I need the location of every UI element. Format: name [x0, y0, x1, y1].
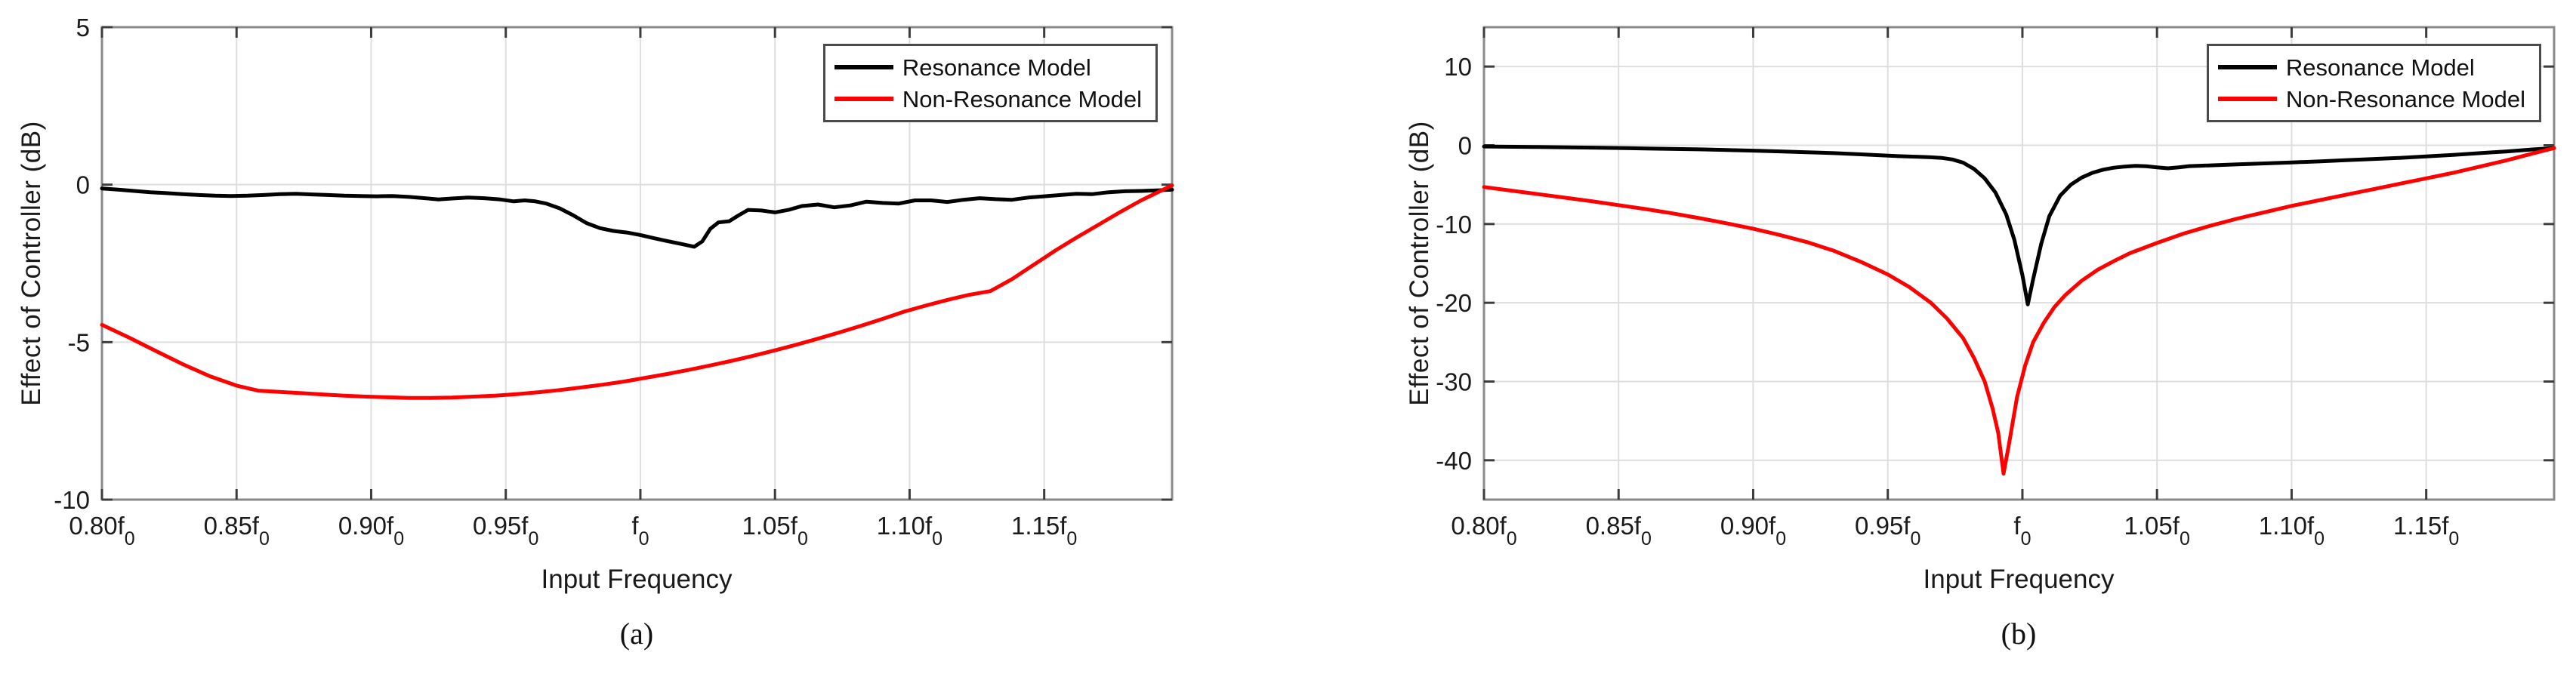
- non-resonance-model-line-b: [1482, 146, 2556, 476]
- legend-label-resonance: Resonance Model: [902, 54, 1091, 81]
- tick-labels-a: 5 0 -5 -100.80f0 0.85f0 0.90f0 0.95f0 f0 1.05f0 1…: [54, 14, 1077, 549]
- x-tick-label: 1.10f0: [2259, 512, 2325, 549]
- y-tick-label: -5: [68, 328, 90, 356]
- x-tick-label: f0: [631, 512, 649, 549]
- legend-entry-non-resonance-b: Non-Resonance Model: [2217, 83, 2525, 115]
- resonance-model-line-a: [100, 186, 1174, 249]
- legend-entry-resonance-b: Resonance Model: [2217, 51, 2525, 83]
- caption-b: (b): [2001, 617, 2037, 651]
- legend-b: Resonance Model Non-Resonance Model: [2206, 44, 2541, 122]
- tick-marks-a: [100, 26, 1172, 501]
- resonance-model-line-b: [1482, 144, 2556, 306]
- x-tick-label: 1.15f0: [2393, 512, 2459, 549]
- x-axis-label-b: Input Frequency: [1923, 565, 2115, 594]
- resonance-line-swatch: [834, 65, 893, 69]
- legend-entry-resonance-a: Resonance Model: [834, 51, 1142, 83]
- x-tick-label: 0.85f0: [204, 512, 270, 549]
- x-tick-label: 1.05f0: [2124, 512, 2190, 549]
- legend-a: Resonance Model Non-Resonance Model: [822, 44, 1158, 122]
- legend-label-resonance: Resonance Model: [2285, 54, 2475, 81]
- y-tick-label: 10: [1444, 53, 1472, 81]
- y-tick-label: 0: [1458, 132, 1472, 160]
- x-axis-label-a: Input Frequency: [541, 565, 733, 594]
- axes-box-a: [100, 26, 1174, 501]
- plot-area-b: 10 0 -10 -20 -30 -40 0.80f0 0.85f0 0.90f0 0.95f0 f…: [1436, 26, 2556, 549]
- y-tick-label: -20: [1436, 289, 1472, 317]
- y-axis-label-b: Effect of Controller (dB): [1405, 121, 1434, 406]
- y-tick-label: -30: [1436, 368, 1472, 396]
- x-tick-label: 0.95f0: [473, 512, 538, 549]
- plot-area-a: 5 0 -5 -100.80f0 0.85f0 0.90f0 0.95f0 f0 1.05f0 1…: [54, 14, 1174, 549]
- resonance-line-swatch: [2217, 65, 2277, 69]
- chart-panel-a: 5 0 -5 -10 0.80f0 0.85f0 0.90f0 0.95f0 f0 1.05f0 1…: [0, 0, 1284, 677]
- y-tick-label: -10: [54, 486, 90, 514]
- x-tick-label: 0.85f0: [1586, 512, 1652, 549]
- chart-panel-b: 10 0 -10 -20 -30 -40 0.80f0 0.85f0 0.90f0 0.95f0 f…: [1284, 0, 2576, 677]
- y-tick-label: -10: [1436, 211, 1472, 238]
- x-tick-label: 1.15f0: [1011, 512, 1077, 549]
- legend-entry-non-resonance-a: Non-Resonance Model: [834, 83, 1142, 115]
- non-resonance-model-line-a: [100, 183, 1174, 400]
- non-resonance-line-swatch: [2217, 97, 2277, 101]
- axes-box-b: [1482, 26, 2556, 501]
- y-tick-label: 5: [76, 14, 90, 42]
- tick-labels-b: 10 0 -10 -20 -30 -40 0.80f0 0.85f0 0.90f0 0.95f0 f…: [1436, 53, 2459, 549]
- x-tick-label: 1.10f0: [877, 512, 942, 549]
- x-tick-label: 0.95f0: [1855, 512, 1920, 549]
- y-axis-label-a: Effect of Controller (dB): [17, 121, 46, 406]
- x-tick-label: 0.80f0: [69, 512, 134, 549]
- legend-label-non-resonance: Non-Resonance Model: [902, 85, 1142, 112]
- non-resonance-line-swatch: [834, 97, 893, 101]
- y-tick-label: 0: [76, 171, 90, 199]
- x-tick-label: 0.90f0: [338, 512, 404, 549]
- x-tick-label: 0.90f0: [1720, 512, 1786, 549]
- x-tick-label: 1.05f0: [742, 512, 808, 549]
- tick-marks-b: [1482, 27, 2554, 500]
- y-tick-label: -40: [1436, 447, 1472, 475]
- x-tick-label: 0.80f0: [1451, 512, 1516, 549]
- legend-label-non-resonance: Non-Resonance Model: [2285, 85, 2525, 112]
- x-tick-label: f0: [2013, 512, 2031, 549]
- caption-a: (a): [619, 617, 654, 651]
